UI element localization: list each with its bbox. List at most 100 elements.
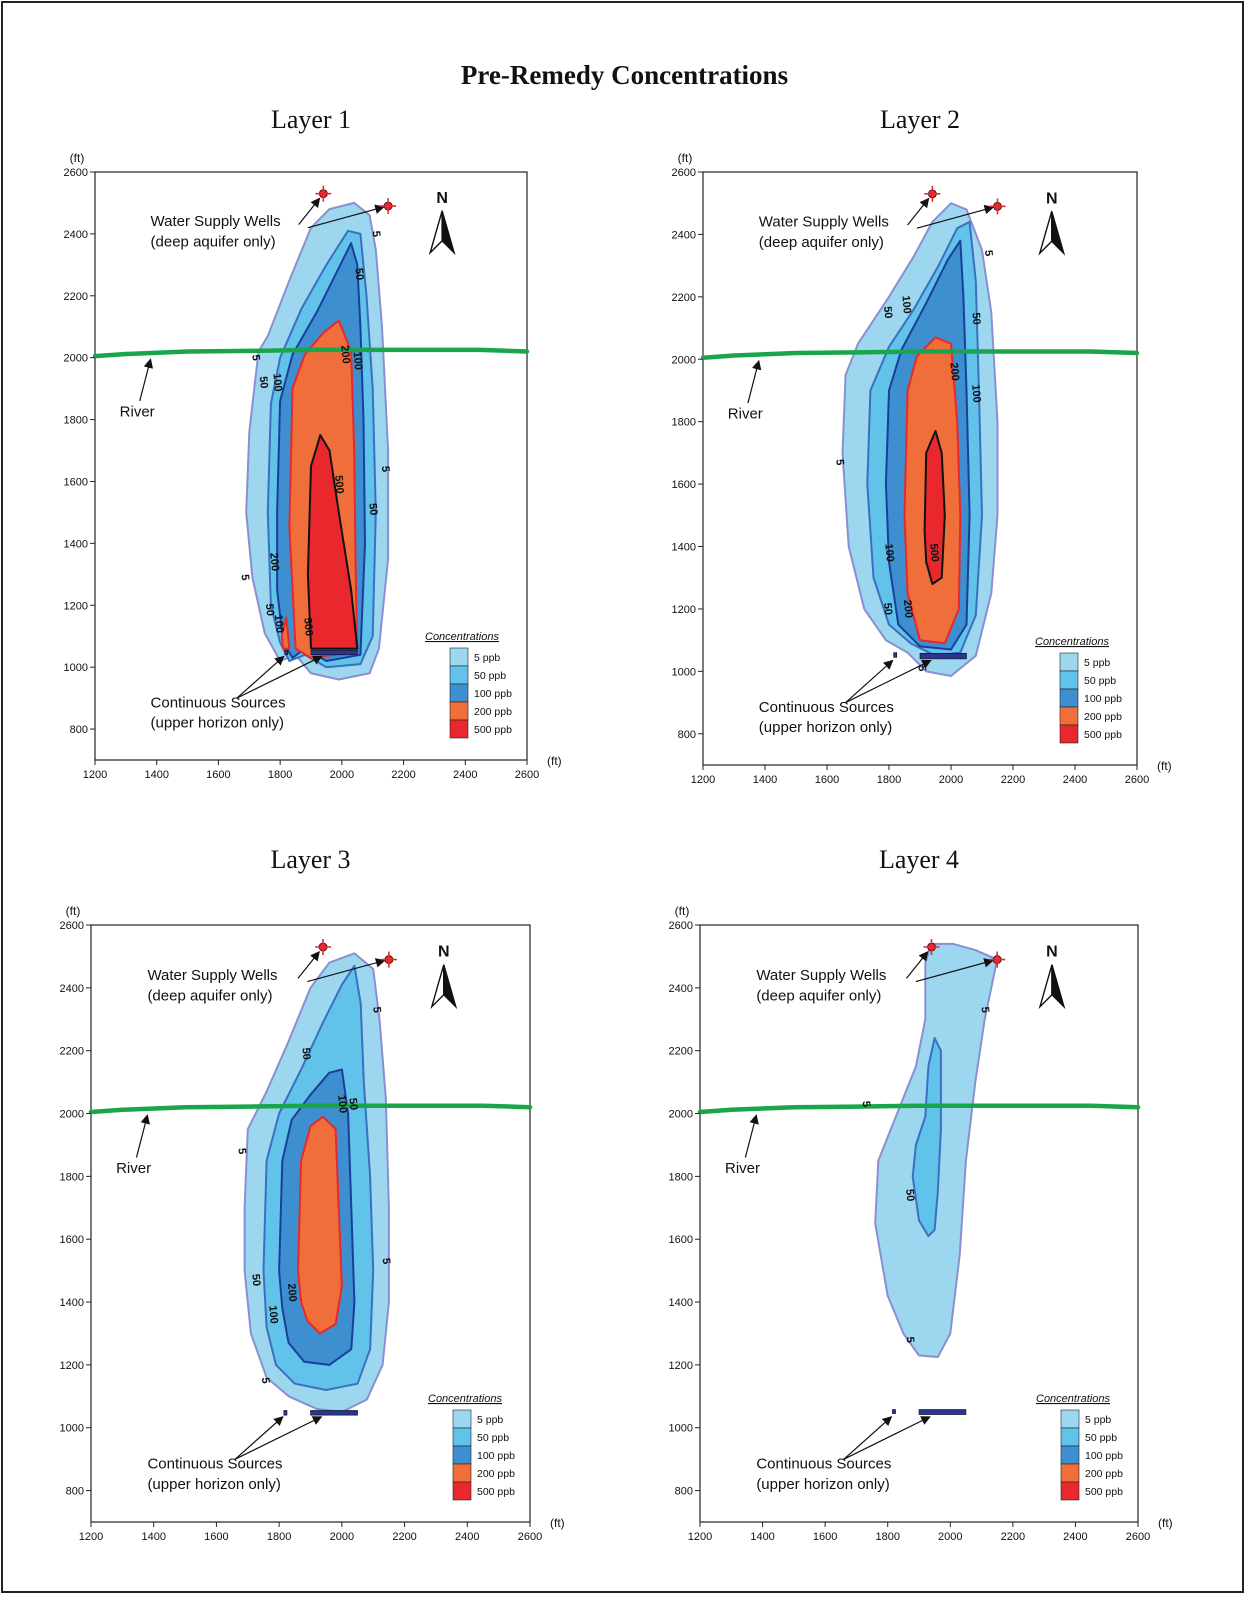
contour-label: 5: [259, 1377, 271, 1384]
plume-500-contour: [923, 430, 946, 585]
panel-layer4: Layer 4 River 5 5 5 50 Continuous Sources (uppe…: [669, 845, 1173, 1543]
y-tick-label: 2000: [60, 1109, 84, 1121]
wells-label-line1: Water Supply Wells: [151, 213, 281, 230]
legend-label: 50 ppb: [474, 670, 506, 682]
contour-label: 50: [249, 1273, 262, 1286]
source-arrow: [236, 655, 285, 699]
continuous-source: [919, 652, 967, 660]
continuous-source: [310, 649, 358, 656]
legend-label: 200 ppb: [474, 706, 512, 718]
x-tick-label: 1400: [750, 1531, 774, 1543]
y-tick-label: 2000: [64, 353, 88, 365]
contour-label: 5: [979, 1006, 991, 1013]
panel-title: Layer 1: [271, 105, 351, 134]
north-label: N: [1046, 944, 1058, 961]
y-tick-label: 1400: [60, 1297, 84, 1309]
river-line: [700, 349, 1140, 360]
river-line: [697, 1103, 1141, 1115]
x-tick-label: 2600: [518, 1531, 542, 1543]
y-tick-label: 1200: [60, 1360, 84, 1372]
river-label: River: [120, 403, 155, 420]
legend-label: 5 ppb: [474, 652, 500, 664]
sources-label-line2: (upper horizon only): [759, 719, 892, 736]
x-tick-label: 2400: [455, 1531, 479, 1543]
source-arrow: [234, 1416, 284, 1460]
river-label: River: [116, 1160, 151, 1177]
contour-label: 500: [927, 543, 941, 562]
y-tick-label: 800: [675, 1486, 693, 1498]
well-arrow: [906, 950, 929, 979]
contour-label: 5: [380, 1258, 392, 1265]
y-tick-label: 2600: [672, 167, 696, 179]
contour-label: 5: [249, 354, 261, 361]
y-tick-label: 2200: [60, 1046, 84, 1058]
source-arrow: [845, 659, 894, 704]
x-tick-label: 1400: [144, 769, 168, 781]
legend-swatch: [452, 1481, 472, 1501]
y-tick-label: 800: [678, 729, 696, 741]
x-tick-label: 2200: [1001, 774, 1025, 786]
x-tick-label: 1800: [875, 1531, 899, 1543]
plume-50-contour: [911, 1037, 942, 1238]
plot-frame: [90, 924, 531, 1523]
y-tick-label: 800: [66, 1486, 84, 1498]
y-axis-unit: (ft): [678, 151, 693, 165]
x-tick-label: 2000: [330, 1531, 354, 1543]
contour-label: 5: [235, 1148, 247, 1155]
y-tick-label: 2400: [669, 983, 693, 995]
contour-label: 100: [270, 373, 284, 392]
north-label: N: [438, 944, 450, 961]
x-tick-label: 2200: [391, 769, 415, 781]
x-tick-label: 1400: [753, 774, 777, 786]
legend-swatch: [1060, 1409, 1080, 1429]
legend-label: 200 ppb: [1084, 711, 1122, 723]
x-tick-label: 1200: [79, 1531, 103, 1543]
legend-label: 100 ppb: [477, 1450, 515, 1462]
panel-title: Layer 3: [270, 845, 350, 874]
y-tick-label: 1000: [60, 1423, 84, 1435]
y-tick-label: 1400: [64, 538, 88, 550]
x-axis-unit: (ft): [547, 754, 562, 768]
legend-label: 500 ppb: [1085, 1486, 1123, 1498]
river-arrow: [744, 1114, 759, 1158]
river-label: River: [725, 1160, 760, 1177]
plume-200b-contour: [280, 616, 291, 650]
legend-label: 5 ppb: [477, 1414, 503, 1426]
y-tick-label: 2600: [64, 167, 88, 179]
contour-label: 5: [239, 574, 251, 581]
source-arrow: [845, 659, 932, 704]
legend-label: 500 ppb: [474, 724, 512, 736]
legend-swatch: [452, 1427, 472, 1447]
y-tick-label: 1400: [672, 542, 696, 554]
well-arrow: [307, 958, 386, 983]
legend-label: 5 ppb: [1084, 657, 1110, 669]
x-tick-label: 2200: [392, 1531, 416, 1543]
contour-label: 50: [257, 376, 270, 389]
contour-label: 100: [899, 295, 913, 314]
y-tick-label: 1000: [672, 666, 696, 678]
y-tick-label: 2600: [669, 920, 693, 932]
wells-label-line1: Water Supply Wells: [756, 967, 886, 984]
legend-swatch: [1059, 652, 1079, 672]
river-line: [88, 1103, 533, 1115]
figure-title: Pre-Remedy Concentrations: [460, 60, 789, 90]
legend-swatch: [1060, 1463, 1080, 1483]
panel-layer1: Layer 1River5555505050501001001002002005…: [64, 105, 562, 781]
continuous-source: [892, 1409, 896, 1414]
continuous-source: [284, 649, 289, 656]
plot-frame: [699, 924, 1139, 1523]
contour-label: 50: [299, 1047, 312, 1060]
contour-label: 200: [947, 362, 961, 381]
x-tick-label: 2000: [938, 1531, 962, 1543]
contour-label: 5: [860, 1101, 872, 1108]
y-tick-label: 2400: [64, 229, 88, 241]
continuous-source: [918, 1409, 967, 1415]
y-tick-label: 1000: [669, 1423, 693, 1435]
well-arrow: [298, 197, 321, 225]
x-tick-label: 2000: [330, 769, 354, 781]
sources-label-line1: Continuous Sources: [759, 699, 894, 716]
x-tick-label: 2400: [453, 769, 477, 781]
y-tick-label: 2200: [64, 291, 88, 303]
legend-swatch: [449, 683, 469, 703]
